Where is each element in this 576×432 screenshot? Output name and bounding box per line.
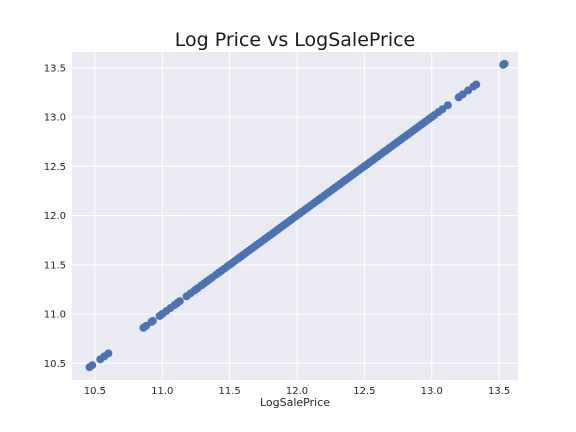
x-tick-label: 13.5	[488, 386, 510, 397]
data-points	[85, 59, 509, 372]
y-tick-label: 11.0	[44, 310, 66, 321]
x-tick-label: 11.0	[151, 386, 173, 397]
x-tick-label: 10.5	[84, 386, 106, 397]
x-axis-label: LogSalePrice	[260, 396, 330, 409]
x-axis-ticks: 10.5 11.0 11.5 12.0 12.5 13.0 13.5	[84, 386, 510, 397]
data-point	[148, 316, 157, 325]
y-tick-label: 11.5	[44, 260, 66, 271]
y-tick-label: 10.5	[44, 359, 66, 370]
y-tick-label: 13.5	[44, 63, 66, 74]
y-tick-label: 13.0	[44, 113, 66, 124]
data-point	[443, 101, 452, 110]
data-point	[175, 297, 184, 306]
y-tick-label: 12.0	[44, 211, 66, 222]
x-tick-label: 12.0	[286, 386, 308, 397]
x-tick-label: 13.0	[421, 386, 443, 397]
chart-title: Log Price vs LogSalePrice	[175, 29, 416, 51]
x-tick-label: 12.5	[353, 386, 375, 397]
data-point	[104, 349, 113, 358]
x-tick-label: 11.5	[219, 386, 241, 397]
y-tick-label: 12.5	[44, 162, 66, 173]
data-point	[500, 59, 509, 68]
y-axis-ticks: 10.5 11.0 11.5 12.0 12.5 13.0 13.5	[44, 63, 66, 369]
data-point	[472, 80, 481, 89]
data-point	[88, 361, 97, 370]
